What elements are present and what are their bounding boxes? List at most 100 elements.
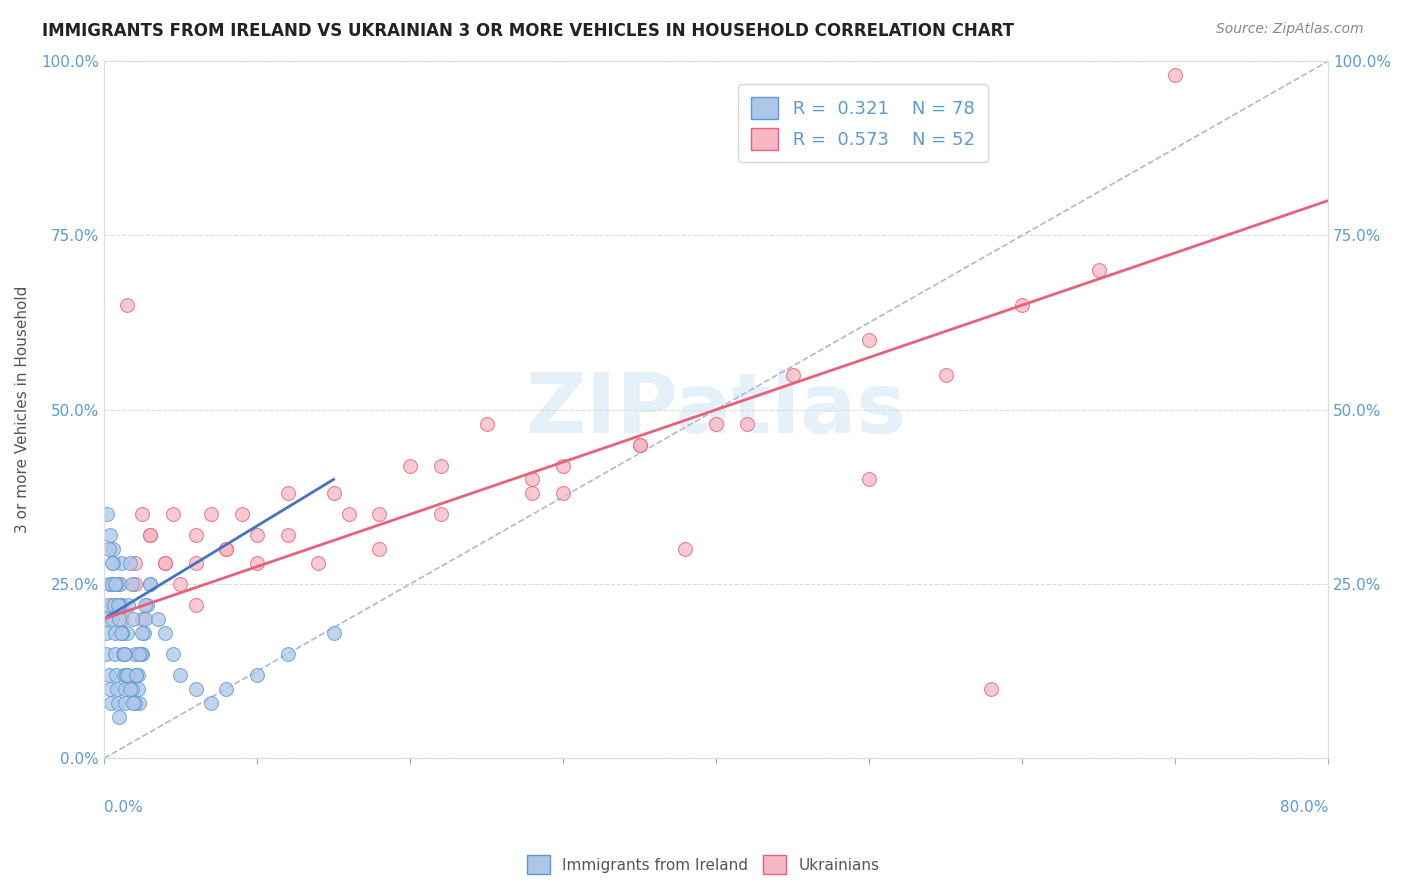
Point	[246, 667, 269, 681]
Legend:  R =  0.321    N = 78,  R =  0.573    N = 52: R = 0.321 N = 78, R = 0.573 N = 52	[738, 84, 987, 162]
Point	[101, 556, 124, 570]
Point	[231, 508, 253, 522]
Point	[277, 486, 299, 500]
Point	[153, 556, 176, 570]
Point	[111, 625, 134, 640]
Y-axis label: 3 or more Vehicles in Household: 3 or more Vehicles in Household	[15, 286, 30, 533]
Point	[475, 417, 498, 431]
Point	[628, 437, 651, 451]
Point	[96, 612, 118, 626]
Point	[112, 647, 135, 661]
Point	[184, 598, 207, 612]
Legend: Immigrants from Ireland, Ukrainians: Immigrants from Ireland, Ukrainians	[520, 849, 886, 880]
Point	[1087, 263, 1109, 277]
Point	[117, 598, 139, 612]
Text: Source: ZipAtlas.com: Source: ZipAtlas.com	[1216, 22, 1364, 37]
Point	[108, 612, 131, 626]
Point	[122, 696, 145, 710]
Point	[1164, 68, 1187, 82]
Point	[368, 542, 391, 557]
Point	[277, 528, 299, 542]
Point	[215, 542, 238, 557]
Point	[107, 696, 129, 710]
Point	[858, 473, 880, 487]
Point	[162, 508, 184, 522]
Point	[215, 681, 238, 696]
Point	[103, 598, 125, 612]
Point	[246, 528, 269, 542]
Point	[105, 681, 128, 696]
Point	[131, 508, 153, 522]
Point	[101, 542, 124, 557]
Point	[169, 667, 191, 681]
Point	[200, 696, 222, 710]
Point	[124, 577, 146, 591]
Point	[110, 556, 132, 570]
Point	[322, 486, 344, 500]
Point	[522, 473, 544, 487]
Point	[200, 508, 222, 522]
Point	[101, 577, 124, 591]
Point	[153, 625, 176, 640]
Point	[112, 647, 135, 661]
Point	[124, 696, 146, 710]
Point	[97, 542, 120, 557]
Point	[121, 681, 143, 696]
Point	[127, 667, 149, 681]
Point	[1011, 298, 1033, 312]
Point	[111, 612, 134, 626]
Point	[131, 625, 153, 640]
Point	[139, 528, 162, 542]
Point	[134, 598, 156, 612]
Point	[169, 577, 191, 591]
Point	[110, 625, 132, 640]
Point	[337, 508, 360, 522]
Point	[129, 647, 152, 661]
Point	[858, 333, 880, 347]
Point	[100, 696, 122, 710]
Point	[124, 556, 146, 570]
Point	[307, 556, 329, 570]
Point	[118, 681, 141, 696]
Point	[104, 625, 127, 640]
Point	[735, 417, 758, 431]
Point	[105, 577, 128, 591]
Point	[111, 625, 134, 640]
Point	[107, 598, 129, 612]
Point	[122, 612, 145, 626]
Point	[115, 625, 138, 640]
Point	[782, 368, 804, 382]
Point	[246, 556, 269, 570]
Point	[139, 577, 162, 591]
Text: ZIPatlas: ZIPatlas	[526, 369, 907, 450]
Point	[117, 667, 139, 681]
Point	[107, 709, 129, 723]
Point	[100, 612, 122, 626]
Point	[110, 598, 132, 612]
Point	[139, 528, 162, 542]
Point	[104, 577, 127, 591]
Point	[108, 598, 131, 612]
Point	[368, 508, 391, 522]
Point	[114, 647, 136, 661]
Point	[153, 556, 176, 570]
Point	[551, 458, 574, 473]
Point	[97, 598, 120, 612]
Point	[118, 556, 141, 570]
Point	[429, 458, 451, 473]
Point	[96, 508, 118, 522]
Point	[935, 368, 957, 382]
Point	[105, 667, 128, 681]
Point	[125, 667, 148, 681]
Text: IMMIGRANTS FROM IRELAND VS UKRAINIAN 3 OR MORE VEHICLES IN HOUSEHOLD CORRELATION: IMMIGRANTS FROM IRELAND VS UKRAINIAN 3 O…	[42, 22, 1014, 40]
Point	[184, 681, 207, 696]
Point	[675, 542, 697, 557]
Point	[162, 647, 184, 661]
Point	[277, 647, 299, 661]
Point	[100, 598, 122, 612]
Point	[115, 667, 138, 681]
Point	[115, 298, 138, 312]
Point	[429, 508, 451, 522]
Point	[112, 667, 135, 681]
Point	[980, 681, 1002, 696]
